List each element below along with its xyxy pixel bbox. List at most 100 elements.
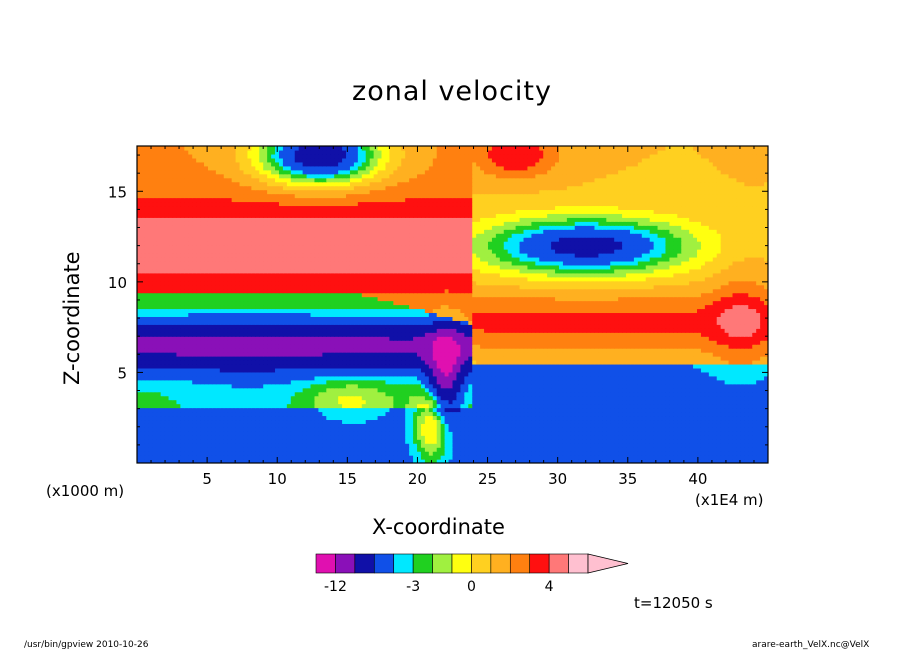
field-cell	[204, 359, 209, 365]
field-cell	[160, 375, 166, 381]
field-cell	[716, 443, 722, 448]
field-cell	[397, 352, 402, 357]
field-cell	[306, 371, 312, 377]
field-cell	[547, 443, 552, 448]
field-cell	[219, 356, 225, 361]
field-cell	[436, 451, 442, 456]
field-cell	[318, 451, 323, 456]
field-cell	[393, 419, 398, 424]
field-cell	[448, 379, 454, 385]
field-cell	[657, 431, 663, 436]
field-cell	[172, 459, 178, 463]
field-cell	[420, 403, 426, 409]
field-cell	[168, 383, 174, 389]
field-cell	[180, 415, 185, 421]
field-cell	[247, 435, 252, 440]
field-cell	[389, 423, 394, 428]
field-cell	[760, 348, 765, 353]
field-cell	[598, 415, 603, 421]
field-cell	[598, 403, 603, 409]
field-cell	[271, 415, 276, 421]
field-cell	[424, 411, 430, 417]
field-cell	[732, 419, 738, 424]
field-cell	[740, 356, 745, 361]
field-cell	[700, 391, 706, 397]
field-cell	[677, 435, 682, 440]
field-cell	[511, 383, 517, 389]
field-cell	[720, 459, 726, 463]
field-cell	[417, 423, 422, 428]
field-cell	[152, 407, 158, 413]
field-cell	[515, 391, 521, 397]
field-cell	[551, 344, 556, 349]
field-cell	[267, 427, 272, 432]
field-cell	[432, 371, 438, 377]
field-cell	[464, 395, 469, 401]
field-cell	[180, 447, 185, 452]
field-cell	[744, 399, 749, 405]
field-cell	[156, 359, 162, 365]
field-cell	[306, 387, 312, 393]
field-cell	[452, 395, 458, 401]
chart-title: zonal velocity	[352, 76, 552, 107]
field-cell	[168, 443, 174, 448]
field-cell	[712, 435, 718, 440]
field-cell	[397, 411, 402, 417]
field-cell	[456, 344, 461, 349]
field-cell	[633, 352, 639, 357]
field-cell	[432, 383, 438, 389]
field-cell	[744, 435, 749, 440]
field-cell	[231, 423, 237, 428]
field-cell	[251, 375, 256, 381]
field-cell	[484, 435, 489, 440]
field-cell	[192, 359, 197, 365]
field-cell	[385, 435, 390, 440]
field-cell	[724, 403, 730, 409]
field-cell	[551, 375, 556, 381]
field-cell	[629, 407, 635, 413]
field-cell	[259, 383, 264, 389]
field-cell	[582, 371, 588, 377]
field-cell	[188, 455, 193, 460]
field-cell	[491, 379, 497, 385]
field-cell	[610, 439, 615, 444]
field-cell	[326, 371, 331, 377]
field-cell	[484, 423, 489, 428]
field-cell	[306, 439, 312, 444]
field-cell	[756, 431, 761, 436]
field-cell	[720, 340, 726, 345]
field-cell	[531, 375, 536, 381]
field-cell	[275, 431, 280, 436]
field-cell	[188, 459, 193, 463]
field-cell	[622, 455, 627, 460]
field-cell	[574, 411, 580, 417]
field-cell	[263, 363, 268, 369]
field-cell	[700, 363, 706, 369]
field-cell	[760, 459, 765, 463]
field-cell	[192, 451, 197, 456]
field-cell	[192, 427, 197, 432]
field-cell	[290, 356, 296, 361]
field-cell	[144, 427, 150, 432]
field-cell	[322, 443, 327, 448]
field-cell	[436, 387, 442, 393]
field-cell	[420, 359, 426, 365]
field-cell	[306, 415, 312, 421]
field-cell	[302, 431, 308, 436]
field-cell	[401, 447, 406, 452]
field-cell	[156, 411, 162, 417]
field-cell	[452, 371, 458, 377]
field-cell	[519, 415, 525, 421]
field-cell	[760, 356, 765, 361]
field-cell	[499, 375, 505, 381]
field-cell	[247, 447, 252, 452]
field-cell	[373, 359, 379, 365]
field-cell	[428, 387, 434, 393]
field-cell	[511, 371, 517, 377]
field-cell	[551, 391, 556, 397]
field-cell	[744, 379, 749, 385]
field-cell	[622, 375, 627, 381]
field-cell	[259, 431, 264, 436]
field-cell	[231, 451, 237, 456]
field-cell	[294, 363, 300, 369]
